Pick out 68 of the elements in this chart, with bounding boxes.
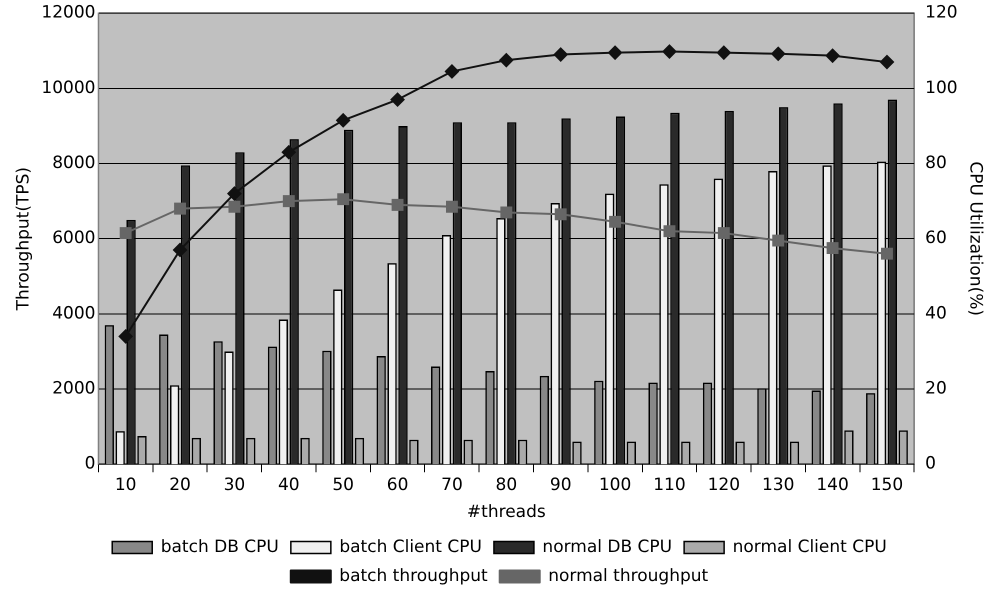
point bbox=[772, 234, 784, 247]
x-tick-label: 30 bbox=[224, 474, 246, 495]
y2-tick-label: 20 bbox=[925, 378, 947, 398]
x-tick-label: 10 bbox=[114, 474, 136, 495]
point bbox=[608, 46, 622, 60]
point bbox=[174, 202, 186, 215]
legend-label: normal DB CPU bbox=[542, 536, 672, 557]
point bbox=[771, 46, 786, 61]
point bbox=[554, 48, 568, 62]
x-tick-label: 60 bbox=[386, 474, 408, 495]
point bbox=[881, 248, 893, 260]
point bbox=[499, 53, 514, 68]
x-tick-label: 70 bbox=[441, 474, 463, 495]
point bbox=[228, 200, 240, 213]
x-axis-title: #threads bbox=[466, 502, 546, 522]
x-tick-label: 50 bbox=[332, 474, 354, 495]
x-tick-label: 40 bbox=[278, 474, 300, 495]
point bbox=[282, 145, 296, 160]
point bbox=[826, 48, 840, 63]
point bbox=[554, 208, 567, 220]
point bbox=[337, 193, 350, 206]
y-tick-label: 4000 bbox=[52, 303, 96, 324]
point bbox=[390, 92, 405, 107]
point bbox=[444, 64, 459, 78]
point bbox=[282, 195, 295, 208]
x-tick-label: 100 bbox=[598, 474, 632, 495]
y2-tick-label: 120 bbox=[925, 2, 958, 23]
point bbox=[880, 55, 894, 70]
point bbox=[173, 242, 188, 257]
y2-tick-label: 60 bbox=[925, 228, 947, 248]
x-tick-label: 20 bbox=[169, 474, 191, 495]
point bbox=[227, 186, 242, 201]
point bbox=[826, 242, 839, 254]
legend-label: batch throughput bbox=[339, 566, 488, 586]
y2-tick-label: 100 bbox=[925, 78, 958, 98]
point bbox=[716, 46, 731, 60]
legend-label: normal Client CPU bbox=[732, 536, 887, 557]
x-tick-label: 90 bbox=[550, 474, 572, 495]
point bbox=[446, 200, 458, 213]
point bbox=[120, 227, 132, 240]
y-tick-label: 2000 bbox=[52, 378, 96, 398]
y2-tick-label: 0 bbox=[925, 454, 936, 474]
legend-label: normal throughput bbox=[548, 566, 709, 586]
x-tick-label: 140 bbox=[816, 474, 849, 495]
y-tick-label: 10000 bbox=[41, 78, 96, 98]
x-tick-label: 150 bbox=[870, 474, 904, 495]
y-tick-label: 6000 bbox=[52, 228, 96, 248]
point bbox=[336, 113, 350, 128]
x-tick-label: 80 bbox=[495, 474, 518, 495]
y2-tick-label: 40 bbox=[925, 303, 947, 324]
y2-tick-label: 80 bbox=[925, 152, 947, 173]
point bbox=[118, 329, 133, 344]
y-axis-title: Throughput(TPS) bbox=[14, 166, 34, 312]
x-tick-label: 130 bbox=[762, 474, 794, 495]
y-tick-label: 8000 bbox=[52, 152, 96, 173]
legend-label: batch DB CPU bbox=[160, 536, 279, 557]
y-tick-label: 12000 bbox=[41, 2, 96, 23]
point bbox=[609, 216, 622, 228]
legend-label: batch Client CPU bbox=[339, 536, 482, 557]
x-tick-label: 110 bbox=[653, 474, 686, 495]
x-tick-label: 120 bbox=[708, 474, 740, 495]
y-tick-label: 0 bbox=[84, 454, 96, 474]
point bbox=[718, 227, 730, 240]
point bbox=[662, 44, 676, 59]
point bbox=[392, 198, 404, 211]
y2-axis-title: CPU Utilization(%) bbox=[965, 161, 986, 316]
point bbox=[664, 225, 676, 238]
point bbox=[500, 206, 512, 218]
